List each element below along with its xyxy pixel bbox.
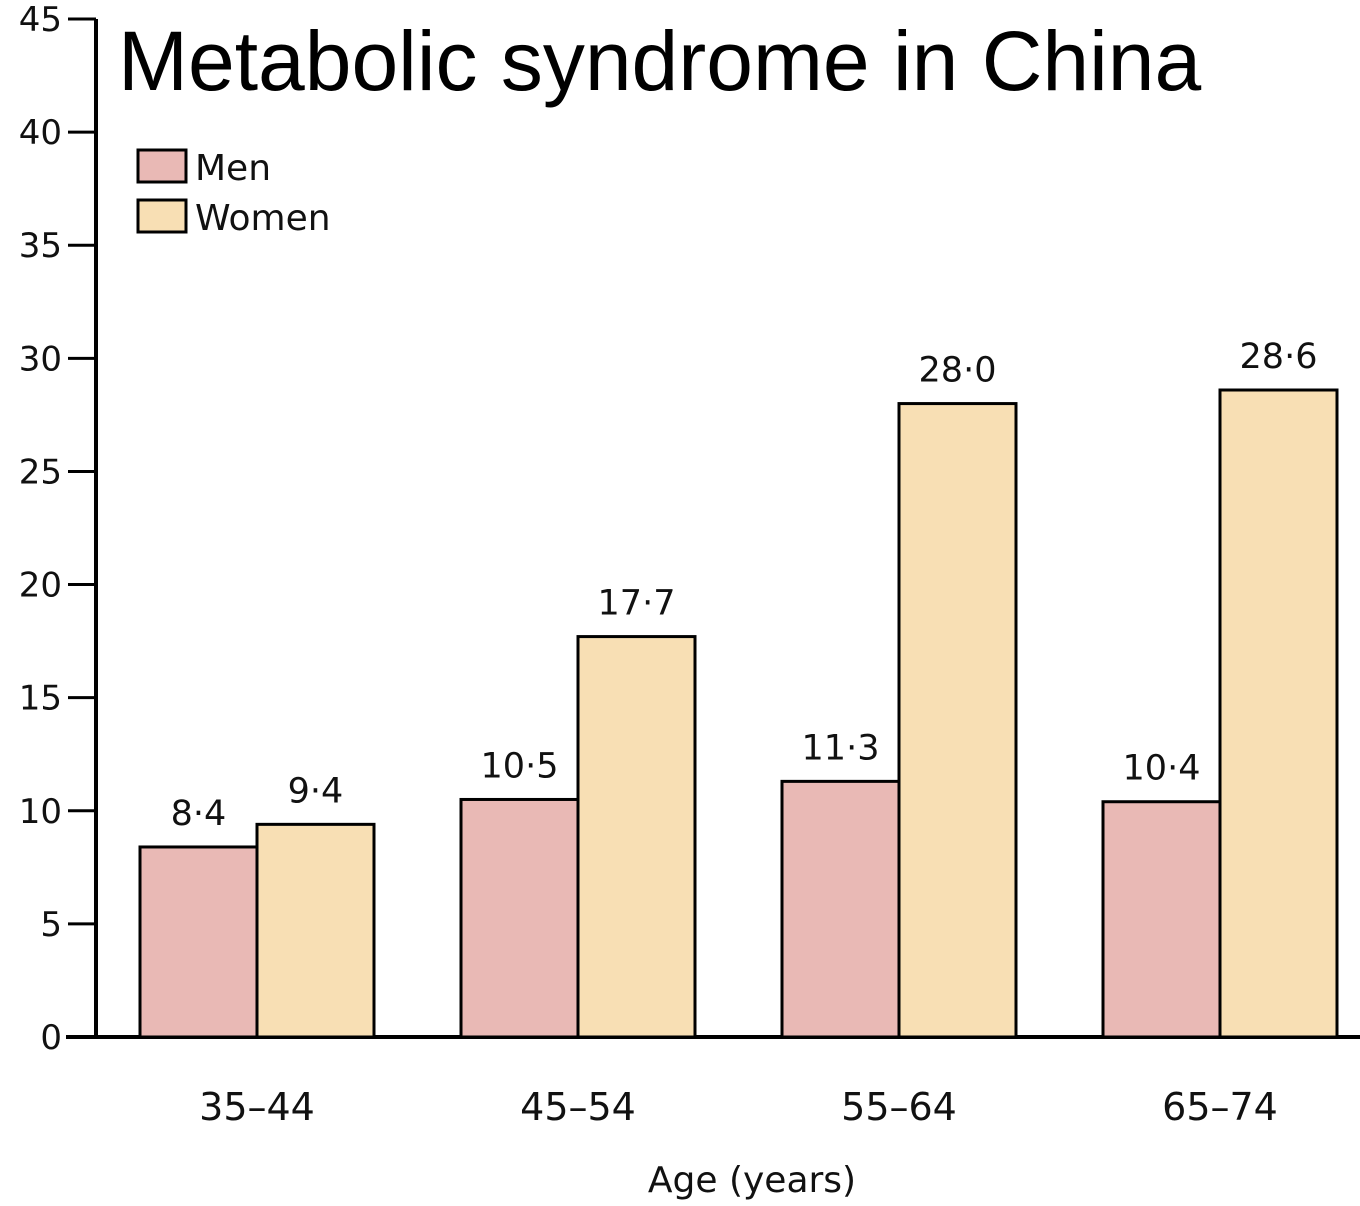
y-tick-label: 20 <box>19 566 62 606</box>
bars-group <box>138 388 1339 1039</box>
bar-men-2 <box>780 779 901 1039</box>
data-label-women-2: 28·0 <box>919 351 997 391</box>
bar-women-2 <box>897 402 1018 1039</box>
y-tick-label: 10 <box>19 792 62 832</box>
y-tick-label: 30 <box>19 339 62 379</box>
data-labels-group: 8·4 10·5 11·3 10·4 9·4 17·7 28·0 28·6 <box>171 337 1318 834</box>
data-label-women-0: 9·4 <box>288 771 344 811</box>
y-tick-label: 25 <box>19 452 62 492</box>
y-tick-label: 5 <box>40 905 62 945</box>
data-label-women-3: 28·6 <box>1240 337 1318 377</box>
bar-men-3 <box>1101 800 1222 1039</box>
legend-swatch-men <box>136 148 188 184</box>
y-tick-label: 45 <box>19 0 62 40</box>
data-label-men-0: 8·4 <box>171 794 227 834</box>
bar-women-0 <box>255 822 376 1039</box>
data-label-women-1: 17·7 <box>598 584 676 624</box>
legend-swatch-women <box>136 198 188 234</box>
bar-men-0 <box>138 845 259 1039</box>
x-axis-title: Age (years) <box>648 1160 856 1201</box>
x-tick-label: 45–54 <box>520 1085 636 1129</box>
y-tick-label: 40 <box>19 113 62 153</box>
data-label-men-1: 10·5 <box>481 746 559 786</box>
x-tick-label: 55–64 <box>841 1085 957 1129</box>
y-tick-label: 15 <box>19 679 62 719</box>
legend-label-women: Women <box>195 198 331 239</box>
x-tick-label: 65–74 <box>1162 1085 1278 1129</box>
x-tick-label: 35–44 <box>199 1085 315 1129</box>
bar-women-3 <box>1218 388 1339 1039</box>
bar-women-1 <box>576 635 697 1039</box>
legend: Men Women <box>136 148 331 239</box>
bar-men-1 <box>459 797 580 1039</box>
chart-title: Metabolic syndrome in China <box>118 14 1201 108</box>
data-label-men-3: 10·4 <box>1123 749 1201 789</box>
y-tick-label: 35 <box>19 226 62 266</box>
legend-label-men: Men <box>195 148 271 189</box>
x-axis: 35–44 45–54 55–64 65–74 <box>66 1035 1360 1129</box>
y-axis: 0 5 10 15 20 25 30 35 40 45 <box>19 0 98 1058</box>
y-tick-label: 0 <box>40 1018 62 1058</box>
data-label-men-2: 11·3 <box>802 728 880 768</box>
